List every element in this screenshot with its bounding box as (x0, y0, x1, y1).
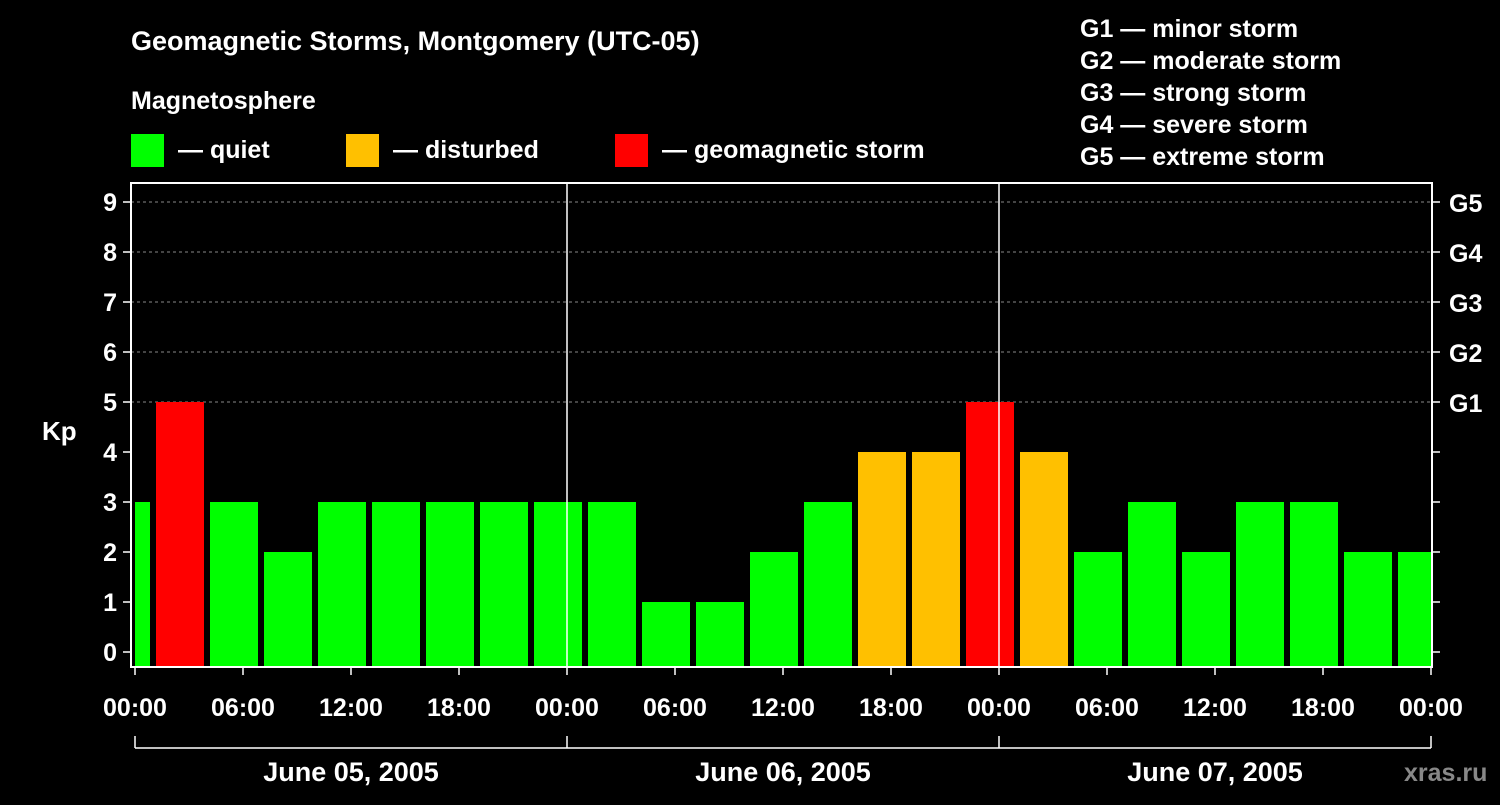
plot-frame (130, 182, 1433, 668)
y-tick-label: 4 (103, 439, 117, 467)
kp-bar (1290, 502, 1338, 667)
kp-bar (912, 452, 960, 667)
legend-swatch (131, 134, 164, 167)
x-tick-label: 12:00 (319, 694, 383, 722)
x-tick-label: 00:00 (535, 694, 599, 722)
legend-swatch (346, 134, 379, 167)
g-scale-label: G1 (1449, 390, 1482, 418)
x-tick-label: 18:00 (427, 694, 491, 722)
storm-scale-item: G4 — severe storm (1080, 111, 1308, 139)
kp-bar (750, 552, 798, 667)
kp-bar (588, 502, 636, 667)
kp-bar (372, 502, 420, 667)
plot-area: 0 1 2 3 4 5 6 7 8 9 G1 G2 G3 G4 G5 00:00 06:00 12:00 18:00… (103, 182, 1482, 787)
kp-bar (858, 452, 906, 667)
x-tick-label: 00:00 (967, 694, 1031, 722)
kp-bar (1236, 502, 1284, 667)
legend-label: — quiet (178, 136, 270, 164)
kp-bar (1020, 452, 1068, 667)
y-tick-label: 0 (103, 639, 117, 667)
kp-bar (1344, 552, 1392, 667)
y-tick-label: 9 (103, 189, 117, 217)
x-tick-label: 12:00 (751, 694, 815, 722)
kp-bar (426, 502, 474, 667)
kp-bar (1074, 552, 1122, 667)
legend-label: — geomagnetic storm (662, 136, 925, 164)
storm-scale-item: G2 — moderate storm (1080, 47, 1341, 75)
y-tick-label: 2 (103, 539, 117, 567)
y-tick-label: 5 (103, 389, 117, 417)
y-tick-label: 3 (103, 489, 117, 517)
day-label: June 05, 2005 (263, 757, 439, 787)
kp-bar (696, 602, 744, 667)
kp-bar (480, 502, 528, 667)
watermark: xras.ru (1404, 759, 1487, 787)
kp-bar (1398, 552, 1431, 667)
chart-title: Geomagnetic Storms, Montgomery (UTC-05) (131, 26, 700, 56)
kp-bar (1182, 552, 1230, 667)
y-axis-label: Kp (42, 416, 77, 446)
storm-scale-item: G1 — minor storm (1080, 15, 1298, 43)
legend: — quiet — disturbed — geomagnetic storm (131, 134, 925, 167)
x-tick-label: 00:00 (1399, 694, 1463, 722)
storm-scale-item: G3 — strong storm (1080, 79, 1306, 107)
kp-bar (1128, 502, 1176, 667)
kp-bar (534, 502, 582, 667)
day-label: June 06, 2005 (695, 757, 871, 787)
storm-scale-item: G5 — extreme storm (1080, 143, 1325, 171)
x-tick-label: 00:00 (103, 694, 167, 722)
legend-title: Magnetosphere (131, 87, 316, 115)
x-tick-label: 18:00 (1291, 694, 1355, 722)
kp-bar (642, 602, 690, 667)
kp-bar (135, 502, 150, 667)
g-scale-label: G3 (1449, 290, 1482, 318)
day-label: June 07, 2005 (1127, 757, 1303, 787)
x-tick-label: 18:00 (859, 694, 923, 722)
kp-bar (156, 402, 204, 667)
g-scale-label: G4 (1449, 240, 1482, 268)
g-scale-label: G5 (1449, 190, 1482, 218)
kp-bar (804, 502, 852, 667)
legend-label: — disturbed (393, 136, 539, 164)
x-tick-label: 12:00 (1183, 694, 1247, 722)
kp-bar (318, 502, 366, 667)
storm-scale-list: G1 — minor storm G2 — moderate storm G3 — … (1080, 15, 1341, 171)
g-scale-label: G2 (1449, 340, 1482, 368)
x-tick-label: 06:00 (211, 694, 275, 722)
x-tick-label: 06:00 (643, 694, 707, 722)
y-tick-label: 8 (103, 239, 117, 267)
kp-bar (210, 502, 258, 667)
y-tick-label: 7 (103, 289, 117, 317)
kp-bar (966, 402, 1014, 667)
y-tick-label: 1 (103, 589, 117, 617)
x-tick-label: 06:00 (1075, 694, 1139, 722)
kp-bar (264, 552, 312, 667)
legend-swatch (615, 134, 648, 167)
y-tick-label: 6 (103, 339, 117, 367)
